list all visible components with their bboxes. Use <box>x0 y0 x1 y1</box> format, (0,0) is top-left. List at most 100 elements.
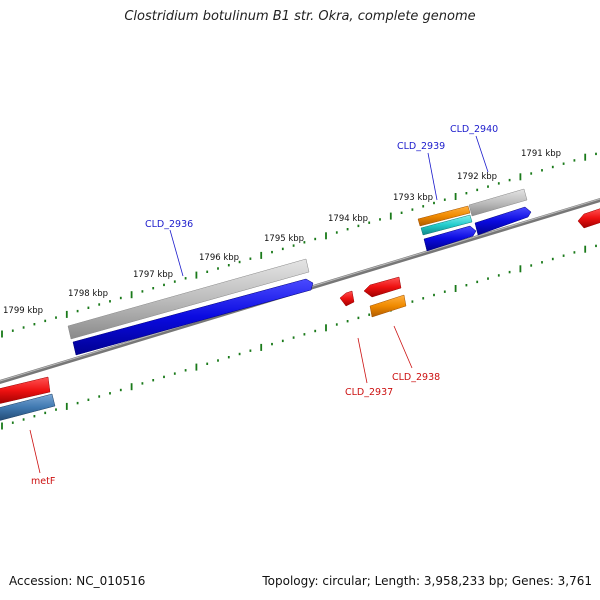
inner-tick <box>335 323 338 326</box>
outer-tick <box>130 291 133 299</box>
inner-tick <box>281 339 284 343</box>
label-cld-2937[interactable]: CLD_2937 <box>345 387 393 398</box>
label-cld-2939[interactable]: CLD_2939 <box>397 141 445 152</box>
inner-tick <box>476 280 479 284</box>
gene-red-cld-2938[interactable] <box>363 276 402 298</box>
inner-tick <box>595 244 597 248</box>
leader-metf <box>29 429 41 474</box>
gene-metf[interactable] <box>0 393 56 421</box>
gene-cld-2940[interactable] <box>474 206 532 236</box>
outer-tick <box>497 182 500 185</box>
inner-tick <box>551 257 554 261</box>
inner-tick <box>541 261 543 264</box>
outer-tick <box>11 329 14 332</box>
reverse-genes <box>0 208 600 421</box>
gene-cld-2936[interactable] <box>72 278 314 356</box>
inner-tick <box>44 411 47 415</box>
outer-tick <box>98 303 101 306</box>
outer-tick <box>530 172 533 175</box>
inner-tick <box>11 421 14 424</box>
inner-tick <box>508 270 511 274</box>
inner-tick <box>217 359 219 362</box>
outer-tick <box>508 178 511 182</box>
scale-label-1794: 1794 kbp <box>328 214 368 224</box>
label-metf[interactable]: metF <box>31 476 55 487</box>
outer-tick <box>573 159 576 162</box>
gene-gray-cld-2936[interactable] <box>67 258 310 340</box>
outer-tick <box>433 201 435 205</box>
label-cld-2936[interactable]: CLD_2936 <box>145 219 193 230</box>
gene-cyan-cld-2939[interactable] <box>420 214 473 236</box>
outer-tick-row <box>1 152 597 338</box>
inner-tick <box>163 375 165 379</box>
gene-cld-2937[interactable] <box>339 290 355 307</box>
gene-cld-2938[interactable] <box>369 294 407 318</box>
outer-tick <box>314 237 317 241</box>
outer-tick <box>379 218 381 221</box>
inner-tick <box>573 251 576 254</box>
gene-orange-cld-2939[interactable] <box>417 205 471 227</box>
inner-tick <box>227 356 230 359</box>
outer-tick <box>195 271 198 279</box>
inner-tick <box>98 395 101 398</box>
outer-tick <box>551 165 554 169</box>
inner-tick <box>33 415 36 418</box>
label-cld-2938[interactable]: CLD_2938 <box>392 372 440 383</box>
topology-text: Topology: circular; Length: 3,958,233 bp… <box>262 574 592 588</box>
inner-tick <box>292 336 295 339</box>
inner-tick <box>584 245 587 253</box>
outer-tick <box>217 267 219 270</box>
inner-tick <box>325 324 327 332</box>
outer-tick <box>443 198 446 201</box>
outer-tick <box>541 169 543 172</box>
label-leaders <box>29 135 489 474</box>
inner-tick <box>465 284 468 287</box>
inner-tick <box>368 313 371 316</box>
inner-tick <box>346 320 349 323</box>
outer-tick <box>33 323 36 326</box>
outer-tick <box>411 208 414 211</box>
leader-cld-2939 <box>427 152 438 201</box>
gene-cld-2939[interactable] <box>423 225 477 252</box>
outer-tick <box>152 287 155 290</box>
outer-tick <box>238 260 241 264</box>
scale-label-1796: 1796 kbp <box>199 253 239 263</box>
inner-tick <box>443 290 446 293</box>
scale-label-1797: 1797 kbp <box>133 270 173 280</box>
inner-tick <box>206 362 209 365</box>
outer-tick <box>260 251 263 259</box>
outer-tick <box>141 290 144 293</box>
gene-red-far-right[interactable] <box>577 208 600 229</box>
gene-gray-cld-2940[interactable] <box>468 188 528 217</box>
leader-cld-2938 <box>393 325 413 369</box>
scale-labels: 1791 kbp 1792 kbp 1793 kbp 1794 kbp 1795… <box>3 149 561 316</box>
gene-red-metf[interactable] <box>0 376 51 404</box>
outer-tick <box>55 316 57 319</box>
outer-tick <box>325 232 327 240</box>
inner-tick <box>454 285 457 292</box>
leader-cld-2937 <box>357 337 368 384</box>
outer-tick <box>303 241 306 244</box>
inner-tick <box>65 402 68 410</box>
outer-tick <box>163 283 165 287</box>
scale-label-1793: 1793 kbp <box>393 193 433 203</box>
inner-tick <box>87 398 90 401</box>
outer-tick <box>584 153 587 161</box>
inner-tick <box>411 300 414 303</box>
inner-tick <box>260 343 263 351</box>
inner-tick <box>55 408 57 411</box>
inner-tick <box>173 372 176 375</box>
inner-tick <box>271 342 273 346</box>
map-title: Clostridium botulinum B1 str. Okra, comp… <box>124 9 476 24</box>
leader-cld-2940 <box>475 135 489 173</box>
outer-tick <box>292 244 295 247</box>
outer-tick <box>281 247 284 251</box>
inner-tick <box>314 329 317 333</box>
inner-tick <box>497 274 500 277</box>
scale-label-1795: 1795 kbp <box>264 234 304 244</box>
outer-tick <box>519 173 522 181</box>
outer-tick <box>227 264 230 267</box>
label-cld-2940[interactable]: CLD_2940 <box>450 124 498 135</box>
inner-tick <box>141 382 144 385</box>
inner-tick <box>562 254 565 257</box>
